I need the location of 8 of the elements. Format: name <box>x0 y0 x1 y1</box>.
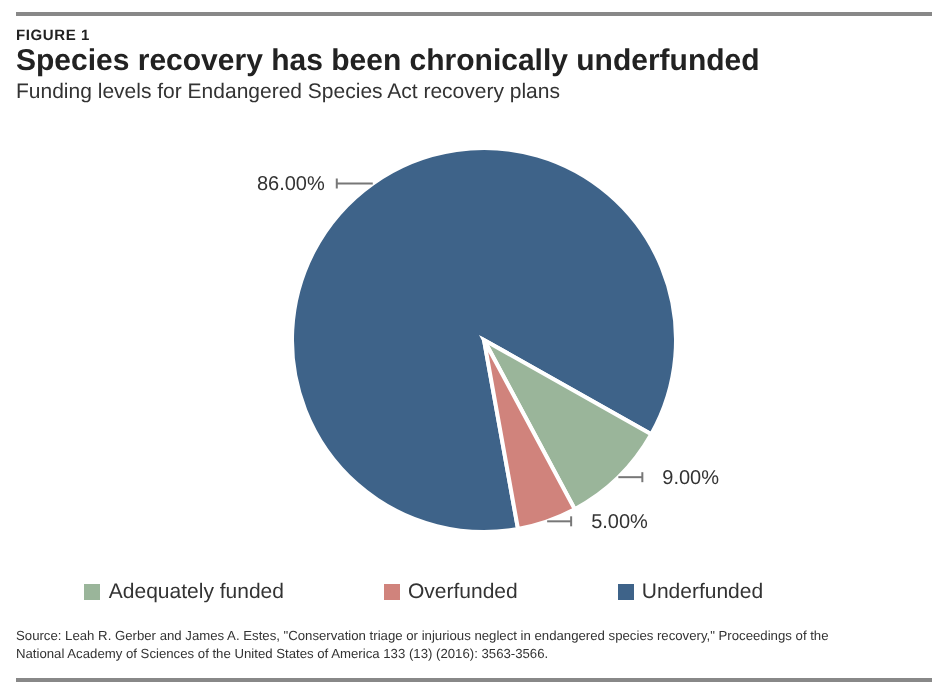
data-label: 5.00% <box>591 512 649 535</box>
chart-subtitle: Funding levels for Endangered Species Act recovery plans <box>16 80 560 104</box>
legend-label: Adequately funded <box>108 580 284 604</box>
legend-label: Underfunded <box>641 580 764 604</box>
legend-label: Overfunded <box>407 580 518 604</box>
data-label: 86.00% <box>256 174 325 197</box>
chart-title: Species recovery has been chronically underfunded <box>16 44 760 78</box>
data-label: 9.00% <box>662 468 720 491</box>
